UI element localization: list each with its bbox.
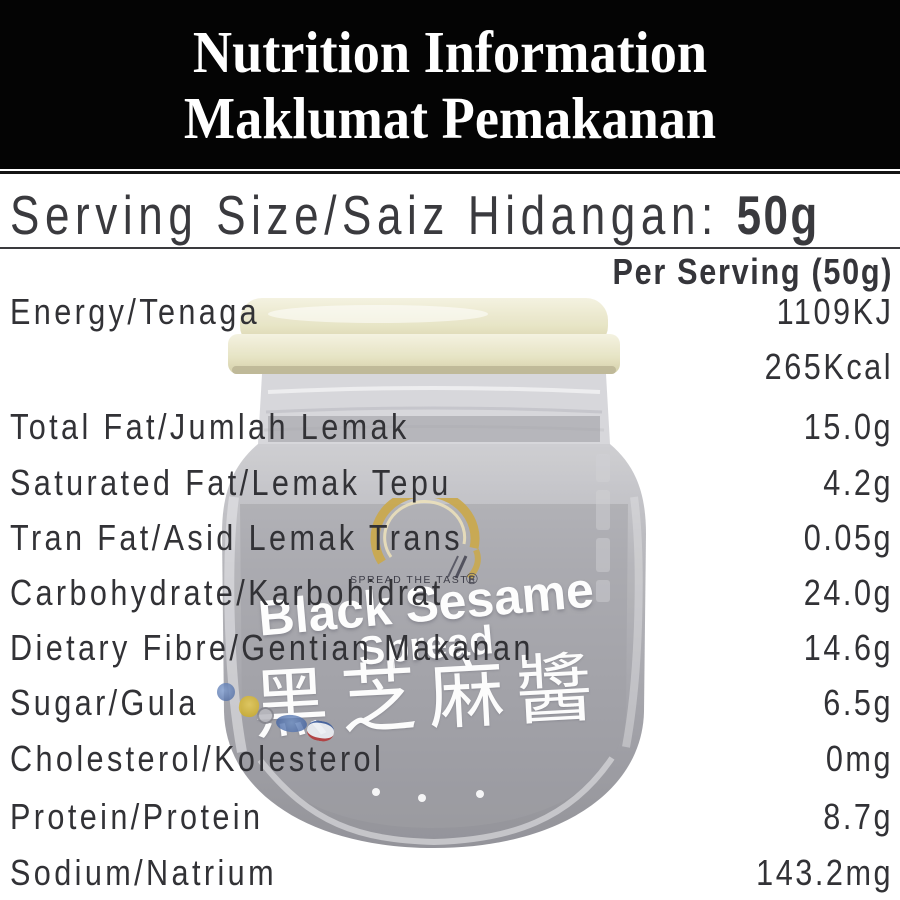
divider-serving	[0, 247, 900, 249]
header-banner: Nutrition Information Maklumat Pemakanan	[0, 0, 900, 169]
nutrient-label: Cholesterol/Kolesterol	[10, 738, 385, 779]
certification-badge-icon	[257, 707, 274, 724]
nutrient-label: Carbohydrate/Karbohidrat	[10, 572, 444, 613]
nutrient-label: Saturated Fat/Lemak Tepu	[10, 462, 452, 503]
nutrient-value: 8.7g	[823, 796, 893, 837]
table-row: Saturated Fat/Lemak Tepu 4.2g	[0, 462, 900, 508]
table-row: Cholesterol/Kolesterol 0mg	[0, 738, 900, 784]
serving-size-value: 50g	[736, 184, 820, 246]
table-row: Dietary Fibre/Gentian Makanan 14.6g	[0, 627, 900, 673]
page-title-en: Nutrition Information	[192, 19, 708, 85]
brand-tagline: SPREAD THE TASTE	[350, 574, 477, 586]
table-row: 265Kcal	[0, 346, 900, 392]
per-serving-column-header: Per Serving (50g)	[612, 251, 893, 292]
nutrient-label: Sugar/Gula	[10, 682, 199, 723]
table-row: Sodium/Natrium 143.2mg	[0, 852, 900, 898]
serving-size-line: Serving Size/Saiz Hidangan: 50g	[10, 183, 820, 247]
page-title-ms: Maklumat Pemakanan	[183, 85, 717, 151]
nutrient-label: Dietary Fibre/Gentian Makanan	[10, 627, 534, 668]
registered-trademark-icon: ®	[466, 571, 478, 588]
divider-top	[0, 171, 900, 174]
nutrient-value: 143.2mg	[756, 852, 893, 893]
nutrient-label: Sodium/Natrium	[10, 852, 277, 893]
nutrient-value: 265Kcal	[764, 346, 893, 387]
nutrient-value: 0.05g	[803, 517, 893, 558]
table-row: Total Fat/Jumlah Lemak 15.0g	[0, 406, 900, 452]
nutrient-value: 15.0g	[803, 406, 893, 447]
table-row: Sugar/Gula 6.5g	[0, 682, 900, 728]
certification-badge-icon	[217, 683, 235, 701]
nutrient-value: 6.5g	[823, 682, 893, 723]
product-jar-image	[222, 298, 646, 848]
table-row: Tran Fat/Asid Lemak Trans 0.05g	[0, 517, 900, 563]
nutrient-value: 0mg	[825, 738, 893, 779]
nutrient-value: 14.6g	[803, 627, 893, 668]
nutrient-value: 4.2g	[823, 462, 893, 503]
nutrient-label: Protein/Protein	[10, 796, 264, 837]
nutrient-label: Tran Fat/Asid Lemak Trans	[10, 517, 463, 558]
serving-size-label: Serving Size/Saiz Hidangan:	[10, 184, 719, 246]
nutrient-label: Total Fat/Jumlah Lemak	[10, 406, 410, 447]
nutrient-value: 1109KJ	[776, 291, 893, 332]
nutrient-value: 24.0g	[803, 572, 893, 613]
table-row: Energy/Tenaga 1109KJ	[0, 291, 900, 337]
nutrient-label: Energy/Tenaga	[10, 291, 261, 332]
table-row: Protein/Protein 8.7g	[0, 796, 900, 842]
table-row: Carbohydrate/Karbohidrat 24.0g	[0, 572, 900, 618]
